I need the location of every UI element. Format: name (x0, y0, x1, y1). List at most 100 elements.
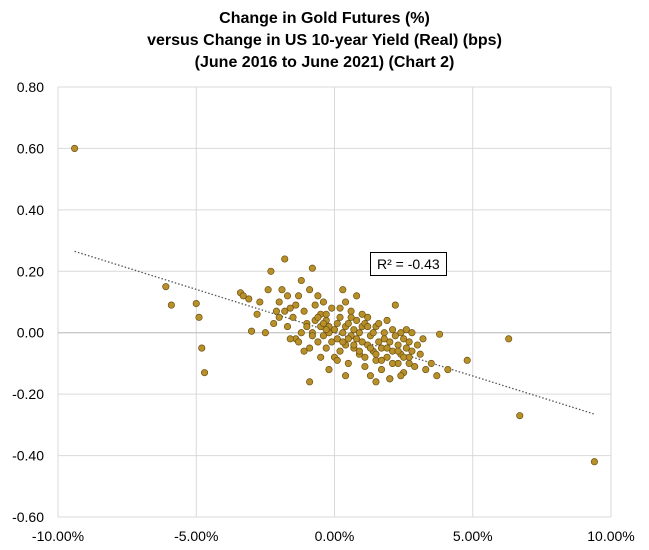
data-point (71, 144, 79, 152)
data-point (405, 359, 413, 367)
data-point (314, 338, 322, 346)
data-point (427, 359, 435, 367)
data-point (339, 338, 347, 346)
data-point (314, 313, 322, 321)
data-point (397, 372, 405, 380)
data-point (386, 375, 394, 383)
data-point (590, 458, 598, 466)
data-point (386, 338, 394, 346)
data-point (342, 372, 350, 380)
data-point (281, 307, 289, 315)
data-point (322, 326, 330, 334)
x-tick-label: -5.00% (174, 528, 218, 544)
data-point (192, 299, 200, 308)
data-point (300, 347, 308, 355)
data-point (516, 412, 524, 420)
data-point (344, 319, 352, 328)
y-tick-label: -0.40 (12, 448, 44, 464)
data-point (413, 341, 422, 349)
data-point (364, 313, 372, 321)
data-point (272, 307, 280, 315)
data-point (289, 313, 297, 321)
data-point (239, 292, 247, 300)
data-point (339, 329, 347, 337)
data-point (358, 338, 366, 346)
data-point (292, 301, 300, 309)
data-point (433, 372, 441, 380)
data-point (353, 335, 361, 343)
data-point (198, 344, 206, 352)
data-point (319, 298, 327, 306)
data-point (411, 362, 419, 371)
x-tick-label: 10.00% (587, 528, 634, 544)
data-point (350, 341, 358, 349)
data-point (394, 341, 402, 349)
data-point (375, 319, 383, 328)
data-point (281, 255, 289, 263)
y-tick-label: 0.40 (17, 202, 44, 218)
data-point (325, 366, 333, 374)
data-point (283, 292, 292, 300)
data-point (350, 326, 358, 334)
data-point (444, 366, 452, 374)
y-tick-label: -0.60 (12, 509, 44, 525)
data-point (402, 326, 410, 334)
data-point (383, 353, 391, 361)
x-tick-label: 0.00% (315, 528, 355, 544)
data-point (286, 304, 294, 312)
data-point (397, 329, 405, 337)
chart-title-line-1: Change in Gold Futures (%) (219, 10, 430, 27)
data-point (369, 329, 377, 337)
data-point (319, 332, 327, 340)
data-point (361, 362, 369, 371)
data-point (342, 298, 350, 306)
data-point (400, 353, 408, 361)
data-point (400, 335, 408, 343)
data-point (333, 335, 341, 343)
data-point (297, 276, 305, 285)
data-point (195, 313, 203, 321)
data-point (264, 286, 272, 294)
data-point (308, 332, 316, 340)
data-point (505, 335, 513, 343)
data-point (314, 292, 322, 300)
data-point (380, 335, 388, 343)
data-point (375, 338, 383, 346)
y-tick-label: -0.20 (12, 386, 44, 402)
data-point (275, 298, 283, 306)
data-point (295, 338, 303, 346)
data-point (463, 356, 471, 364)
y-tick-label: 0.60 (17, 140, 44, 156)
data-point (344, 335, 352, 343)
data-point (308, 264, 316, 272)
data-point (286, 335, 294, 343)
data-point (306, 344, 314, 352)
data-point (306, 378, 314, 386)
data-point (394, 347, 402, 355)
data-point (303, 323, 311, 331)
data-point (336, 313, 344, 321)
data-point (377, 366, 386, 374)
data-point (389, 359, 397, 367)
data-point (408, 329, 416, 337)
data-point (319, 319, 327, 328)
data-point (353, 292, 361, 300)
y-tick-label: 0.00 (17, 325, 44, 341)
data-point (402, 344, 410, 352)
data-point (366, 344, 374, 352)
data-point (347, 313, 355, 321)
data-point (253, 310, 261, 318)
data-point (306, 286, 314, 294)
x-tick-label: 5.00% (453, 528, 493, 544)
data-point (300, 307, 308, 315)
data-point (162, 283, 170, 291)
data-point (366, 372, 374, 380)
data-point (361, 353, 369, 361)
data-point (347, 307, 355, 315)
data-point (167, 301, 175, 309)
data-point (322, 344, 330, 352)
data-point (270, 319, 278, 328)
data-point (311, 301, 319, 309)
data-point (336, 304, 344, 312)
data-point (436, 330, 444, 338)
